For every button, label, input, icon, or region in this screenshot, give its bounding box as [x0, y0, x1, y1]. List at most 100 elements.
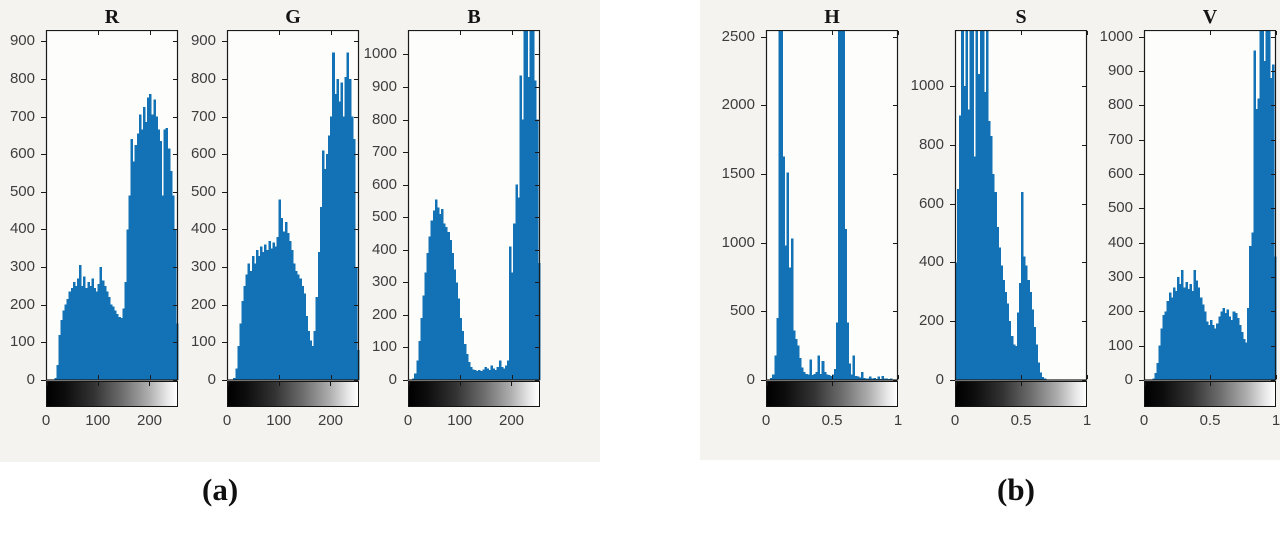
histogram-panel-h: H 0 500 1000 1500 2000 2500 0 0.5 1	[714, 3, 903, 433]
histogram-plot	[403, 30, 541, 381]
x-axis-labels: 0 100 200	[223, 407, 359, 433]
colorbar-tick	[767, 382, 768, 386]
y-axis-labels: 0 500 1000 1500 2000 2500	[714, 27, 760, 433]
y-tick-label: 1000	[1099, 27, 1133, 45]
x-tick-label: 0	[403, 412, 413, 429]
rgb-histogram-group: R 0 100 200 300 400 500 600 700 800 900 0 100 200 G …	[0, 0, 600, 462]
y-tick-label: 0	[207, 371, 216, 388]
colorbar-tick	[956, 382, 957, 386]
y-tick-label: 300	[371, 273, 397, 291]
histogram-plot	[761, 30, 899, 381]
y-tick-label: 1500	[721, 165, 755, 183]
y-tick-label: 900	[190, 32, 216, 50]
x-tick-label: 1	[1082, 412, 1092, 429]
panel-title-h: H	[824, 6, 840, 28]
x-tick-label: 100	[266, 412, 292, 429]
y-axis-labels: 0 100 200 300 400 500 600 700 800 900	[2, 30, 40, 433]
histogram-plot	[222, 30, 360, 381]
histogram-panel-g: G 0 100 200 300 400 500 600 700 800 900 0 100 200	[183, 3, 360, 433]
x-tick-label: 0	[761, 412, 771, 429]
colorbar-tick	[1275, 382, 1276, 386]
x-tick-label: 100	[447, 412, 473, 429]
colorbar-tick	[459, 382, 461, 386]
plot-column: 0 0.5 1	[760, 30, 902, 433]
y-tick-label: 500	[729, 302, 755, 320]
colorbar-tick	[148, 382, 150, 386]
x-tick-label: 200	[137, 412, 163, 429]
y-tick-label: 900	[371, 77, 397, 95]
y-tick-label: 700	[1107, 130, 1133, 148]
x-axis-labels: 0 100 200	[404, 407, 540, 433]
axis-box	[765, 30, 899, 381]
x-tick-label: 0.5	[821, 412, 843, 429]
y-tick-label: 0	[1124, 371, 1133, 388]
y-tick-label: 700	[190, 107, 216, 125]
x-tick-label: 0	[1139, 412, 1149, 429]
y-tick-label: 800	[918, 135, 944, 153]
y-tick-label: 200	[9, 295, 35, 313]
y-tick-label: 500	[9, 182, 35, 200]
axis-ticks	[403, 31, 539, 381]
histogram-panel-r: R 0 100 200 300 400 500 600 700 800 900 0 100 200	[2, 3, 179, 433]
axis-box	[954, 30, 1088, 381]
x-tick-label: 200	[318, 412, 344, 429]
y-tick-label: 200	[371, 305, 397, 323]
colorbar-tick	[1145, 382, 1146, 386]
axis-box	[226, 30, 360, 381]
axis-ticks	[761, 31, 899, 381]
axis-box	[45, 30, 179, 381]
x-tick-label: 0	[950, 412, 960, 429]
histogram-plot	[41, 30, 179, 381]
axis-box	[407, 30, 541, 381]
x-tick-label: 0	[41, 412, 51, 429]
colorbar-tick	[1086, 382, 1087, 386]
y-tick-label: 1000	[910, 76, 944, 94]
y-axis-labels: 0 100 200 300 400 500 600 700 800 900 1000	[1092, 27, 1138, 433]
x-tick-label: 0	[222, 412, 232, 429]
x-tick-label: 0.5	[1199, 412, 1221, 429]
histogram-panel-b: B 0 100 200 300 400 500 600 700 800 900 1000 0 100 20…	[364, 3, 541, 433]
panel-title-b: B	[467, 6, 481, 28]
y-axis-labels: 0 100 200 300 400 500 600 700 800 900	[183, 30, 221, 433]
plot-column: 0 100 200	[221, 30, 360, 433]
histogram-chart-v: 0 100 200 300 400 500 600 700 800 900 1000 0 0.5 1	[1092, 27, 1280, 433]
x-axis-labels: 0 0.5 1	[951, 407, 1091, 433]
grayscale-colorbar	[766, 381, 898, 407]
y-tick-label: 500	[371, 208, 397, 226]
histogram-chart-b: 0 100 200 300 400 500 600 700 800 900 1000 0 100 200	[364, 30, 541, 433]
y-tick-label: 0	[26, 371, 35, 388]
y-tick-label: 0	[746, 371, 755, 388]
plot-column: 0 100 200	[40, 30, 179, 433]
colorbar-tick	[278, 382, 280, 386]
grayscale-colorbar	[955, 381, 1087, 407]
hsv-histogram-group: H 0 500 1000 1500 2000 2500 0 0.5 1 S 0 200 400 600…	[700, 0, 1280, 460]
y-tick-label: 200	[190, 295, 216, 313]
colorbar-tick	[409, 382, 410, 386]
histogram-panel-s: S 0 200 400 600 800 1000 0 0.5 1	[903, 3, 1092, 433]
x-axis-labels: 0 0.5 1	[762, 407, 902, 433]
grayscale-colorbar	[408, 381, 540, 407]
y-tick-label: 2500	[721, 27, 755, 45]
x-tick-label: 200	[499, 412, 525, 429]
histogram-plot	[950, 30, 1088, 381]
histogram-bars	[233, 52, 360, 381]
panel-title-r: R	[104, 6, 120, 28]
histogram-chart-r: 0 100 200 300 400 500 600 700 800 900 0 100 200	[2, 30, 179, 433]
plot-column: 0 0.5 1	[1138, 30, 1280, 433]
y-tick-label: 600	[190, 145, 216, 163]
grayscale-colorbar	[1144, 381, 1276, 407]
plot-column: 0 100 200	[402, 30, 541, 433]
y-tick-label: 400	[1107, 233, 1133, 251]
y-tick-label: 100	[9, 333, 35, 351]
colorbar-tick	[228, 382, 229, 386]
y-tick-label: 400	[9, 220, 35, 238]
colorbar-tick	[510, 382, 512, 386]
y-tick-label: 200	[1107, 302, 1133, 320]
y-tick-label: 800	[190, 69, 216, 87]
axis-ticks	[222, 31, 358, 381]
axis-ticks	[950, 31, 1088, 381]
grayscale-colorbar	[227, 381, 359, 407]
y-tick-label: 600	[371, 175, 397, 193]
histogram-bars	[955, 30, 1049, 381]
caption-b: (b)	[997, 472, 1035, 507]
